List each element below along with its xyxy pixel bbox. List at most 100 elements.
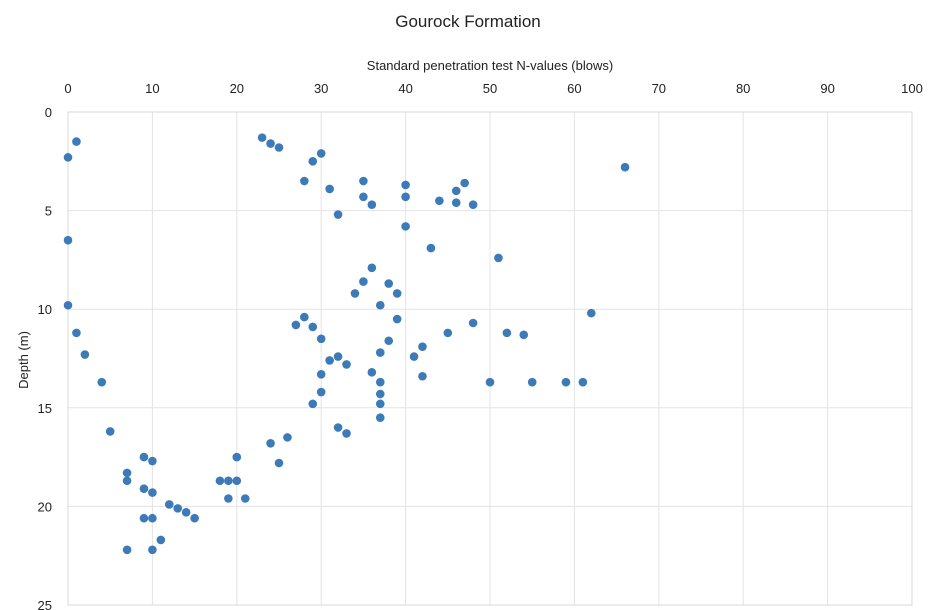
data-point bbox=[64, 301, 73, 310]
data-point bbox=[148, 514, 157, 523]
data-point bbox=[351, 289, 360, 298]
data-point bbox=[292, 321, 301, 330]
data-point bbox=[275, 459, 284, 468]
data-point bbox=[64, 153, 73, 162]
data-point bbox=[140, 484, 149, 493]
data-point bbox=[148, 545, 157, 554]
x-axis-label: Standard penetration test N-values (blow… bbox=[367, 58, 613, 73]
data-point bbox=[401, 181, 410, 190]
y-tick-label: 15 bbox=[38, 401, 52, 416]
data-point bbox=[334, 423, 343, 432]
data-point bbox=[393, 315, 402, 324]
data-point bbox=[308, 157, 317, 166]
data-point bbox=[469, 319, 478, 328]
data-point bbox=[106, 427, 115, 436]
x-tick-label: 100 bbox=[901, 81, 923, 96]
data-point bbox=[494, 254, 503, 263]
data-point bbox=[190, 514, 199, 523]
data-point bbox=[266, 139, 275, 148]
data-point bbox=[224, 494, 233, 503]
data-point bbox=[376, 413, 385, 422]
data-point bbox=[325, 185, 334, 194]
data-point bbox=[359, 177, 368, 186]
data-point bbox=[452, 187, 461, 196]
data-point bbox=[460, 179, 469, 188]
data-point bbox=[275, 143, 284, 152]
data-point bbox=[452, 198, 461, 207]
data-point bbox=[376, 301, 385, 310]
data-point bbox=[368, 263, 377, 272]
data-point bbox=[342, 429, 351, 438]
data-point bbox=[486, 378, 495, 387]
data-point bbox=[528, 378, 537, 387]
data-point bbox=[308, 323, 317, 332]
data-point bbox=[393, 289, 402, 298]
data-point bbox=[148, 457, 157, 466]
data-point bbox=[401, 192, 410, 201]
chart-title: Gourock Formation bbox=[395, 12, 541, 31]
y-tick-label: 0 bbox=[45, 105, 52, 120]
x-tick-label: 70 bbox=[652, 81, 666, 96]
data-point bbox=[503, 329, 512, 338]
data-point bbox=[427, 244, 436, 253]
data-point bbox=[241, 494, 250, 503]
x-tick-label: 90 bbox=[820, 81, 834, 96]
data-point bbox=[224, 476, 233, 485]
data-point bbox=[368, 200, 377, 209]
data-point bbox=[148, 488, 157, 497]
data-point bbox=[359, 277, 368, 286]
y-tick-label: 10 bbox=[38, 302, 52, 317]
data-point bbox=[562, 378, 571, 387]
data-point bbox=[72, 137, 81, 146]
data-point bbox=[384, 279, 393, 288]
data-point bbox=[317, 388, 326, 397]
data-point bbox=[173, 504, 182, 513]
data-point bbox=[258, 133, 267, 142]
data-point bbox=[182, 508, 191, 517]
data-point bbox=[266, 439, 275, 448]
x-tick-label: 60 bbox=[567, 81, 581, 96]
data-point bbox=[308, 400, 317, 409]
data-point bbox=[401, 222, 410, 231]
x-tick-label: 40 bbox=[398, 81, 412, 96]
data-point bbox=[233, 453, 242, 462]
data-point bbox=[123, 476, 132, 485]
data-point bbox=[469, 200, 478, 209]
x-tick-label: 20 bbox=[230, 81, 244, 96]
data-point bbox=[157, 536, 166, 545]
y-axis-label: Depth (m) bbox=[16, 331, 31, 389]
data-point bbox=[283, 433, 292, 442]
data-point bbox=[376, 378, 385, 387]
data-point bbox=[579, 378, 588, 387]
data-point bbox=[72, 329, 81, 338]
data-point bbox=[376, 390, 385, 399]
data-point bbox=[519, 331, 528, 340]
data-point bbox=[140, 514, 149, 523]
data-point bbox=[317, 334, 326, 343]
data-point bbox=[140, 453, 149, 462]
y-tick-label: 20 bbox=[38, 499, 52, 514]
y-tick-label: 25 bbox=[38, 598, 52, 610]
x-tick-label: 50 bbox=[483, 81, 497, 96]
data-point bbox=[384, 336, 393, 345]
data-point bbox=[418, 372, 427, 381]
data-point bbox=[334, 352, 343, 361]
x-tick-label: 0 bbox=[64, 81, 71, 96]
data-point bbox=[81, 350, 90, 359]
data-point bbox=[123, 545, 132, 554]
data-point bbox=[64, 236, 73, 245]
data-point bbox=[325, 356, 334, 365]
data-point bbox=[444, 329, 453, 338]
data-point bbox=[300, 313, 309, 322]
data-point bbox=[216, 476, 225, 485]
data-point bbox=[435, 196, 444, 205]
data-point bbox=[376, 400, 385, 409]
data-point bbox=[123, 469, 132, 478]
data-point bbox=[233, 476, 242, 485]
data-point bbox=[359, 192, 368, 201]
data-point bbox=[418, 342, 427, 351]
data-point bbox=[317, 149, 326, 158]
data-point bbox=[342, 360, 351, 369]
y-tick-label: 5 bbox=[45, 204, 52, 219]
